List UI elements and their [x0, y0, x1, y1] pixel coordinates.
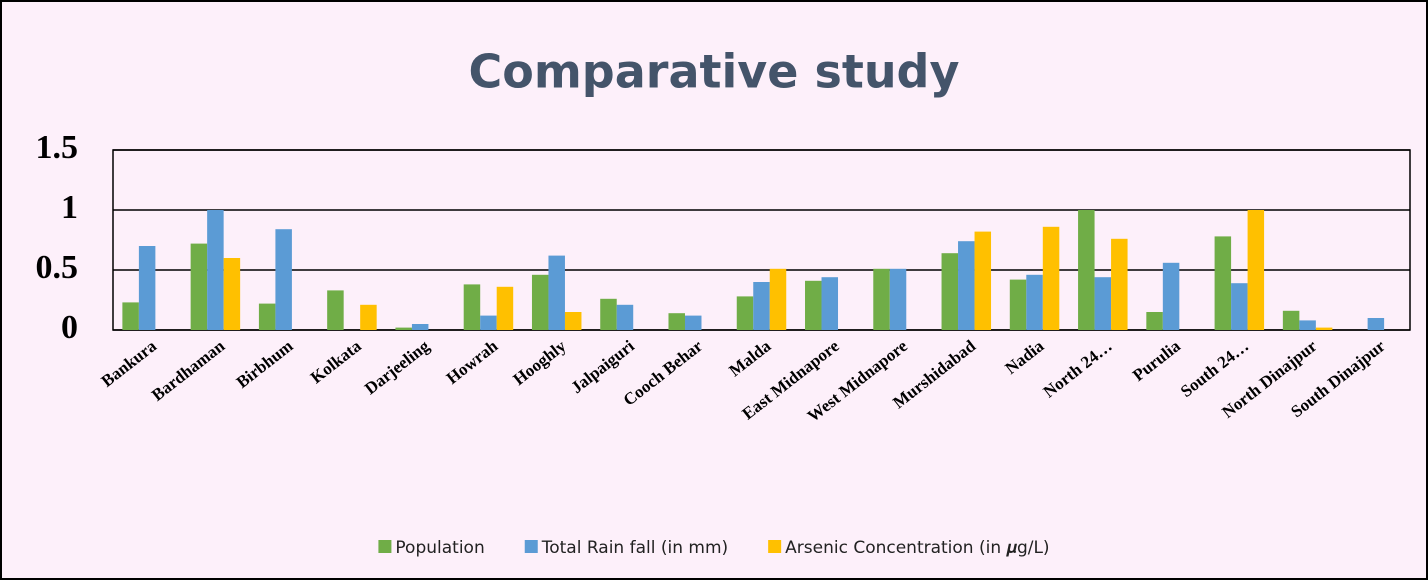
bar [1248, 210, 1265, 330]
bar [532, 275, 549, 330]
legend-label: Population [395, 538, 484, 558]
bar [412, 324, 429, 330]
bar [770, 269, 787, 330]
bar [1146, 312, 1163, 330]
bar [822, 277, 839, 330]
y-tick-label: 0 [61, 309, 78, 346]
bar [958, 241, 975, 330]
bar [890, 269, 907, 330]
bar [360, 305, 377, 330]
bar [395, 328, 412, 330]
bar [1316, 328, 1333, 330]
bar [1283, 311, 1300, 330]
bar [1095, 277, 1112, 330]
bar [1299, 320, 1316, 330]
bar [207, 210, 224, 330]
bar [139, 246, 156, 330]
bar [191, 244, 208, 330]
bar [1231, 283, 1248, 330]
legend-label: Total Rain fall (in mm) [541, 538, 728, 558]
bar [617, 305, 634, 330]
bar [805, 281, 822, 330]
bar [1111, 239, 1128, 330]
y-tick-label: 1.5 [36, 129, 79, 166]
bar [1026, 275, 1043, 330]
bar [1215, 236, 1232, 330]
bar [1368, 318, 1385, 330]
bar [275, 229, 292, 330]
bar [224, 258, 241, 330]
bar [668, 313, 685, 330]
bar [565, 312, 582, 330]
bar [480, 316, 497, 330]
bar [1010, 280, 1027, 330]
bar [685, 316, 702, 330]
bar [873, 269, 890, 330]
legend-swatch [378, 540, 391, 553]
bar [600, 299, 617, 330]
bar [122, 302, 139, 330]
bar [548, 256, 565, 330]
bar [1043, 227, 1060, 330]
bar [327, 290, 344, 330]
chart: Comparative study 00.511.5BankuraBardham… [0, 0, 1428, 580]
chart-title: Comparative study [469, 45, 960, 99]
bar [497, 287, 514, 330]
legend-swatch [525, 540, 538, 553]
legend-swatch [768, 540, 781, 553]
bar [464, 284, 481, 330]
legend-label: Arsenic Concentration (in 𝝁g/L) [785, 538, 1049, 558]
bar [942, 253, 959, 330]
y-tick-label: 1 [61, 189, 78, 226]
y-tick-label: 0.5 [36, 249, 79, 286]
bar [753, 282, 770, 330]
bar [737, 296, 754, 330]
bar [1078, 210, 1095, 330]
bar [975, 232, 992, 330]
bar [259, 304, 276, 330]
bar [1163, 263, 1180, 330]
